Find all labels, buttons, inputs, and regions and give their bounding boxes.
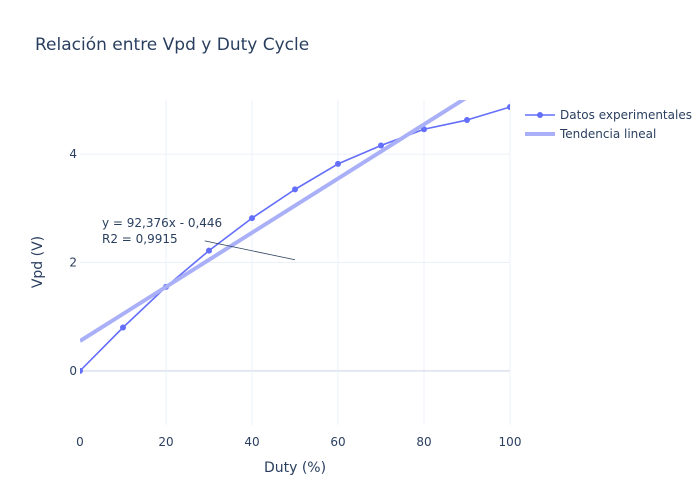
- legend-item[interactable]: Datos experimentales: [525, 108, 692, 122]
- x-tick-label: 20: [158, 435, 173, 449]
- x-tick-label: 40: [244, 435, 259, 449]
- y-tick-label: 0: [69, 364, 77, 378]
- y-tick-label: 2: [69, 256, 77, 270]
- data-point[interactable]: [421, 126, 427, 133]
- data-point[interactable]: [507, 104, 513, 111]
- y-axis-title: Vpd (V): [30, 236, 46, 288]
- x-axis-title: Duty (%): [264, 460, 326, 476]
- annotation: y = 92,376x - 0,446 R2 = 0,9915: [102, 216, 296, 261]
- plot-area: [77, 100, 513, 374]
- data-point[interactable]: [249, 215, 255, 222]
- annotation-arrow: [204, 240, 296, 261]
- data-point[interactable]: [120, 324, 126, 331]
- grid: [80, 100, 511, 425]
- data-point[interactable]: [464, 117, 470, 124]
- x-tick-label: 0: [76, 435, 84, 449]
- legend-marker: [537, 112, 543, 118]
- data-point[interactable]: [292, 186, 298, 193]
- data-point[interactable]: [206, 247, 212, 254]
- legend[interactable]: Datos experimentales Tendencia lineal: [525, 108, 692, 141]
- y-tick-label: 4: [69, 147, 77, 161]
- annotation-text: R2 = 0,9915: [102, 232, 178, 246]
- axes: 0 20 40 60 80 100 0 2 4: [69, 147, 521, 449]
- x-tick-label: 100: [499, 435, 522, 449]
- data-point[interactable]: [77, 367, 83, 374]
- legend-item[interactable]: Tendencia lineal: [525, 127, 656, 141]
- data-point[interactable]: [378, 142, 384, 149]
- x-tick-label: 60: [330, 435, 345, 449]
- x-tick-label: 80: [416, 435, 431, 449]
- data-point[interactable]: [335, 160, 341, 167]
- chart-title: Relación entre Vpd y Duty Cycle: [35, 35, 309, 55]
- legend-label: Tendencia lineal: [559, 127, 656, 141]
- legend-label: Datos experimentales: [560, 108, 692, 122]
- trend-line: [80, 100, 467, 343]
- annotation-text: y = 92,376x - 0,446: [102, 216, 222, 230]
